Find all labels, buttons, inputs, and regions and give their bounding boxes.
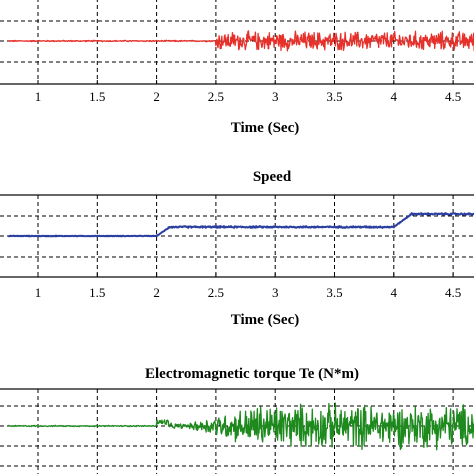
panel-top-tick-label-4.5: 4.5 [445,89,461,104]
panel-speed-tick-label-2: 2 [153,285,160,300]
panel-top-x-axis-label: Time (Sec) [231,120,299,136]
panel-top-tick-label-3: 3 [272,89,279,104]
panel-top-tick-label-1: 1 [35,89,42,104]
panel-top: 1 1.5 2 2.5 3 3.5 4 4.5 Time (Sec) [0,0,474,136]
panel-speed-tick-label-3: 3 [272,285,279,300]
panel-top-axes-box [0,0,474,85]
panel-speed-tick-label-1: 1 [35,285,42,300]
panel-speed-tick-label-4: 4 [391,285,398,300]
panel-top-tick-label-2.5: 2.5 [208,89,224,104]
panel-top-series-line [8,30,474,52]
panel-torque: Electromagnetic torque Te (N*m) [0,366,474,474]
panel-torque-title: Electromagnetic torque Te (N*m) [145,366,359,382]
panel-speed-tick-label-1.5: 1.5 [89,285,105,300]
panel-speed-title: Speed [253,169,292,185]
panel-speed-trace [7,212,474,238]
panel-speed-tick-labels: 1 1.5 2 2.5 3 3.5 4 4.5 [35,285,461,300]
panel-top-trace [8,30,474,52]
panel-top-tick-label-3.5: 3.5 [326,89,342,104]
panel-speed-series-line [7,212,474,238]
panel-speed-tick-label-2.5: 2.5 [208,285,224,300]
panel-speed-tick-label-3.5: 3.5 [326,285,342,300]
panel-top-tick-label-1.5: 1.5 [89,89,105,104]
panel-torque-series-line [7,402,474,451]
panel-top-tick-labels: 1 1.5 2 2.5 3 3.5 4 4.5 [35,89,461,104]
panel-top-tick-label-2: 2 [153,89,160,104]
panel-speed-tick-label-4.5: 4.5 [445,285,461,300]
panel-top-tick-label-4: 4 [391,89,398,104]
panel-speed-x-axis-label: Time (Sec) [231,312,299,328]
panel-speed: Speed 1 1.5 2 2.5 3 3.5 4 4.5 Time (Sec) [0,169,474,328]
panel-torque-trace [7,402,474,451]
